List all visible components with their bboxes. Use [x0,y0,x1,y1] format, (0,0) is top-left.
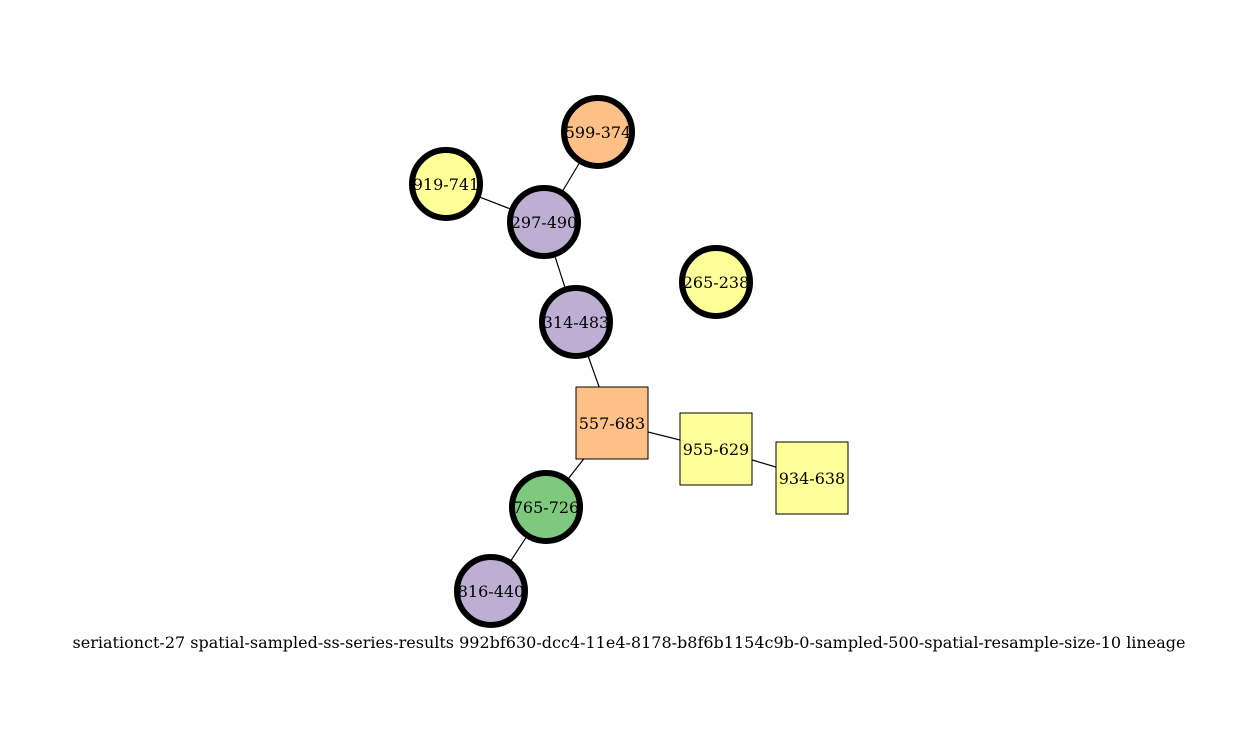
node-box [775,441,849,515]
graph-caption: seriationct-27 spatial-sampled-ss-series… [73,633,1186,652]
node-label: 557-683 [579,414,645,433]
node-circle [507,185,581,259]
node-955-629: 955-629 [679,412,753,486]
node-label: 297-490 [511,213,577,232]
node-circle [454,554,528,628]
node-label: 816-440 [458,582,524,601]
node-label: 955-629 [683,440,749,459]
node-label: 934-638 [779,469,845,488]
node-919-741: 919-741 [409,147,483,221]
node-circle [409,147,483,221]
node-265-238: 265-238 [679,245,753,319]
node-label: 919-741 [413,175,479,194]
edges-layer [445,131,813,592]
node-765-726: 765-726 [509,470,583,544]
node-314-483: 314-483 [539,285,613,359]
node-297-490: 297-490 [507,185,581,259]
node-box [575,386,649,460]
node-box [679,412,753,486]
node-label: 599-374 [565,123,631,142]
node-circle [561,95,635,169]
node-816-440: 816-440 [454,554,528,628]
node-557-683: 557-683 [575,386,649,460]
node-label: 265-238 [683,273,749,292]
node-599-374: 599-374 [561,95,635,169]
nodes-layer: 599-374 919-741 297-490 265-238 314-483 557-6… [409,95,849,628]
node-circle [509,470,583,544]
node-circle [539,285,613,359]
node-circle [679,245,753,319]
node-label: 765-726 [513,498,579,517]
node-934-638: 934-638 [775,441,849,515]
node-label: 314-483 [543,313,609,332]
